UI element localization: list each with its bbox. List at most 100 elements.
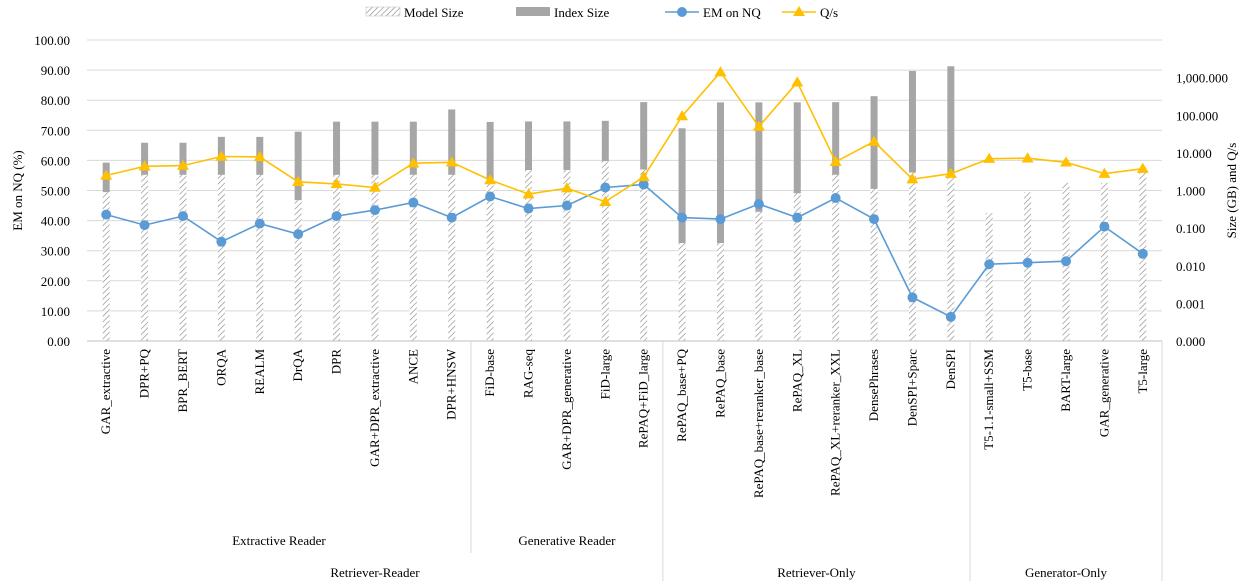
left-tick-label: 70.00	[41, 123, 70, 138]
point-qps-realm	[253, 150, 266, 162]
point-qps-bart-large	[1060, 156, 1073, 167]
x-tick-label-orqa: ORQA	[213, 348, 228, 385]
point-em-dpr-hnsw	[446, 212, 457, 223]
right-tick-label: 100.000	[1176, 108, 1218, 123]
x-tick-label-repaq-base-pq: RePAQ_base+PQ	[674, 348, 689, 441]
point-qps-drqa	[292, 175, 305, 187]
x-tick-label-repaq-fid-large: RePAQ+FiD_large	[636, 349, 651, 448]
left-tick-label: 90.00	[41, 63, 70, 78]
point-em-drqa	[293, 229, 304, 240]
point-qps-denspi-sparc	[906, 173, 919, 184]
bar-model-rag-seq	[525, 170, 533, 341]
bar-model-denspi	[947, 172, 955, 341]
legend-marker	[793, 6, 805, 16]
left-axis: 0.00 10.00 20.00 30.00 40.00 50.00 60.00 70.00 8…	[10, 33, 70, 349]
point-em-bpr-bert	[177, 211, 188, 222]
bar-model-repaq-xl-reranker-xxl	[832, 174, 840, 341]
x-tick-label-dpr-hnsw: DPR+HNSW	[444, 348, 459, 420]
point-qps-repaq-base	[714, 66, 727, 77]
left-axis-title: EM on NQ (%)	[10, 150, 25, 231]
bar-model-orqa	[217, 174, 225, 341]
bar-index-repaq-base-pq	[678, 128, 686, 244]
bar-index-dpr-pq	[141, 142, 149, 175]
bar-model-denspi-sparc	[908, 172, 916, 341]
bar-model-dpr-pq	[141, 174, 149, 341]
point-em-fid-base	[485, 191, 496, 202]
point-qps-rag-seq	[522, 188, 535, 199]
point-em-fid-large	[600, 182, 611, 193]
left-tick-label: 50.00	[41, 184, 70, 199]
bar-model-t5-1-1-small-ssm	[985, 213, 993, 341]
point-em-dpr-pq	[139, 220, 150, 231]
bar-model-repaq-fid-large	[640, 169, 648, 341]
point-qps-bpr-bert	[176, 159, 189, 170]
left-tick-label: 80.00	[41, 93, 70, 108]
x-tick-label-gar-dpr-extractive: GAR+DPR_extractive	[367, 349, 382, 467]
right-tick-label: 0.010	[1176, 259, 1205, 274]
x-tick-label-t5-large: T5-large	[1135, 349, 1150, 394]
left-tick-label: 40.00	[41, 214, 70, 229]
bar-index-bpr-bert	[179, 142, 187, 175]
bar-model-ance	[409, 174, 417, 341]
group-label-generative-reader: Generative Reader	[518, 533, 616, 548]
point-em-gar-extractive	[101, 209, 112, 220]
legend-item-model: Model Size	[365, 5, 464, 20]
chart-legend: Model Size Index Size EM on NQ Q/s	[365, 5, 838, 20]
legend-marker	[677, 7, 687, 17]
point-qps-gar-generative	[1098, 167, 1111, 178]
x-tick-label-t5-base: T5-base	[1020, 349, 1035, 391]
bar-index-denspi-sparc	[908, 70, 916, 173]
point-em-dpr	[331, 211, 342, 222]
right-axis-title: Size (GB) and Q/s	[1224, 143, 1239, 239]
x-tick-label-dpr: DPR	[329, 349, 344, 375]
legend-item-qps: Q/s	[782, 5, 838, 20]
group-label-extractive-reader: Extractive Reader	[232, 533, 326, 548]
bar-index-repaq-xl-reranker-xxl	[832, 102, 840, 175]
left-tick-label: 100.00	[34, 33, 70, 48]
left-tick-label: 10.00	[41, 304, 70, 319]
x-tick-label-denspi: DenSPI	[943, 349, 958, 389]
x-tick-label-gar-generative: GAR_generative	[1096, 349, 1111, 437]
x-tick-label-gar-dpr-generative: GAR+DPR_generative	[559, 349, 574, 470]
legend-item-em: EM on NQ	[665, 5, 761, 20]
right-axis: 0.000 0.001 0.010 0.100 1.000 10.000 100.000 1,…	[1176, 71, 1239, 349]
point-qps-t5-1-1-small-ssm	[983, 152, 996, 163]
bar-index-repaq-base-reranker-base	[755, 102, 763, 212]
bar-model-repaq-base	[716, 243, 724, 341]
bar-model-realm	[256, 174, 264, 341]
x-tick-label-repaq-xl: RePAQ_XL	[789, 349, 804, 412]
point-em-denspi-sparc	[907, 292, 918, 303]
bar-model-gar-extractive	[102, 192, 110, 341]
right-tick-label: 0.001	[1176, 296, 1205, 311]
bar-index-ance	[409, 121, 417, 175]
point-qps-t5-large	[1136, 162, 1149, 173]
bar-model-densephrases	[870, 188, 878, 341]
bar-index-gar-dpr-generative	[563, 121, 571, 171]
left-tick-label: 0.00	[47, 334, 70, 349]
legend-swatch	[365, 6, 401, 17]
point-qps-densephrases	[868, 135, 881, 146]
point-em-gar-generative	[1099, 221, 1110, 232]
x-tick-label-repaq-xl-reranker-xxl: RePAQ_XL+reranker_XXL	[828, 349, 843, 496]
point-qps-orqa	[215, 150, 228, 161]
point-em-repaq-base-pq	[677, 212, 688, 223]
legend-label-qps: Q/s	[820, 5, 838, 20]
bar-model-repaq-xl	[793, 193, 801, 341]
point-qps-dpr-hnsw	[445, 156, 458, 167]
x-tick-label-dpr-pq: DPR+PQ	[137, 348, 152, 398]
right-tick-label: 1,000.000	[1176, 71, 1228, 86]
point-em-gar-dpr-generative	[561, 200, 572, 211]
point-qps-repaq-base-reranker-base	[752, 120, 765, 131]
point-qps-gar-dpr-extractive	[368, 181, 381, 192]
left-tick-label: 20.00	[41, 274, 70, 289]
point-em-repaq-base	[715, 214, 726, 225]
x-tick-label-denspi-sparc: DenSPI+Sparc	[904, 349, 919, 427]
bar-index-fid-large	[601, 120, 609, 162]
point-em-repaq-xl	[792, 212, 803, 223]
bar-index-denspi	[947, 66, 955, 173]
bar-model-bpr-bert	[179, 174, 187, 341]
bar-model-drqa	[294, 200, 302, 341]
bar-index-repaq-fid-large	[640, 102, 648, 170]
point-em-gar-dpr-extractive	[369, 205, 380, 216]
bar-index-rag-seq	[525, 121, 533, 171]
